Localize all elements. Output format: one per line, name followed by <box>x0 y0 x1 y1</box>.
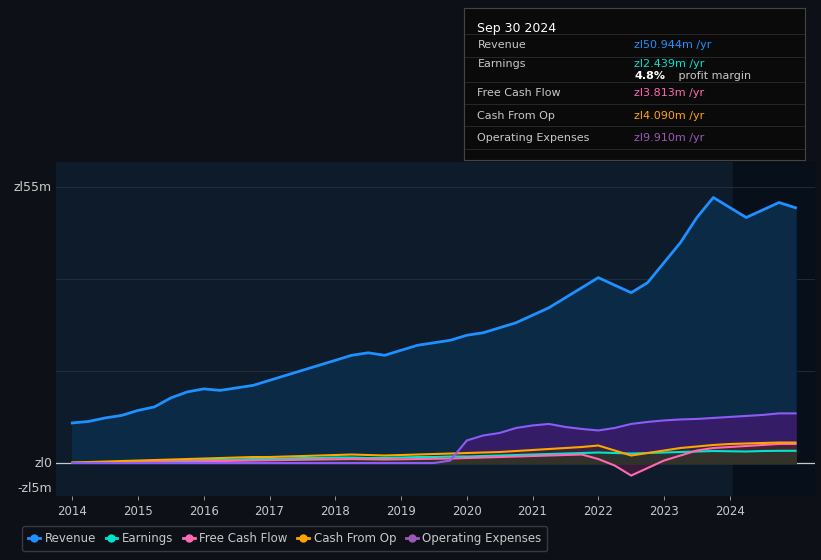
Text: zl9.910m /yr: zl9.910m /yr <box>635 133 704 143</box>
Text: zl3.813m /yr: zl3.813m /yr <box>635 88 704 98</box>
Text: profit margin: profit margin <box>675 71 751 81</box>
Text: zl0: zl0 <box>34 456 52 469</box>
Text: Cash From Op: Cash From Op <box>478 111 555 121</box>
Text: zl50.944m /yr: zl50.944m /yr <box>635 40 712 50</box>
Text: zl2.439m /yr: zl2.439m /yr <box>635 59 704 68</box>
Text: Sep 30 2024: Sep 30 2024 <box>478 22 557 35</box>
Text: Free Cash Flow: Free Cash Flow <box>478 88 561 98</box>
Text: 4.8%: 4.8% <box>635 71 665 81</box>
Text: Earnings: Earnings <box>478 59 526 68</box>
Text: zl4.090m /yr: zl4.090m /yr <box>635 111 704 121</box>
Text: zl55m: zl55m <box>14 181 52 194</box>
Legend: Revenue, Earnings, Free Cash Flow, Cash From Op, Operating Expenses: Revenue, Earnings, Free Cash Flow, Cash … <box>22 526 548 551</box>
Text: Revenue: Revenue <box>478 40 526 50</box>
Text: -zl5m: -zl5m <box>17 482 52 494</box>
Bar <box>733 162 815 496</box>
Text: Operating Expenses: Operating Expenses <box>478 133 589 143</box>
